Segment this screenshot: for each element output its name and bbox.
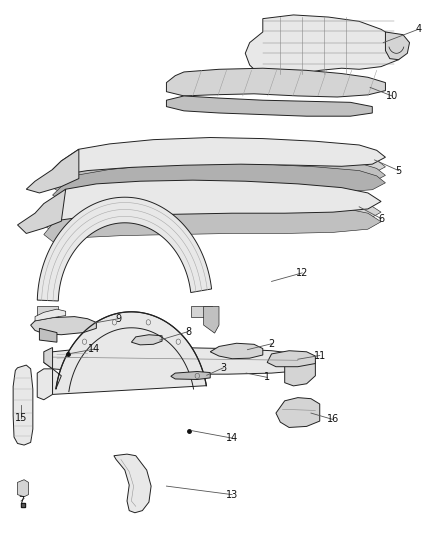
Text: 8: 8 [185, 327, 191, 336]
Text: 7: 7 [18, 496, 24, 506]
Text: 10: 10 [386, 91, 398, 101]
Polygon shape [267, 351, 315, 367]
Polygon shape [31, 317, 96, 335]
Polygon shape [44, 348, 53, 369]
Text: 6: 6 [378, 214, 384, 223]
Text: 5: 5 [396, 166, 402, 175]
Polygon shape [37, 306, 58, 317]
Polygon shape [53, 156, 385, 193]
Text: 3: 3 [220, 363, 226, 373]
Polygon shape [18, 480, 28, 497]
Polygon shape [44, 200, 381, 241]
Text: 11: 11 [314, 351, 326, 360]
Text: 9: 9 [115, 314, 121, 324]
Polygon shape [39, 328, 57, 342]
Text: 14: 14 [226, 433, 238, 443]
Polygon shape [44, 348, 307, 374]
Polygon shape [285, 352, 315, 386]
Polygon shape [35, 309, 66, 321]
Polygon shape [44, 191, 381, 232]
Polygon shape [276, 398, 320, 427]
Polygon shape [37, 369, 53, 400]
Polygon shape [13, 365, 33, 445]
Polygon shape [385, 32, 410, 60]
Polygon shape [37, 197, 212, 301]
Text: 4: 4 [415, 25, 421, 34]
Polygon shape [44, 180, 381, 221]
Polygon shape [131, 335, 162, 345]
Polygon shape [26, 149, 79, 193]
Polygon shape [166, 68, 385, 97]
Polygon shape [18, 189, 66, 233]
Text: 13: 13 [226, 490, 238, 499]
Polygon shape [191, 306, 212, 317]
Polygon shape [210, 343, 263, 359]
Text: 16: 16 [327, 415, 339, 424]
Polygon shape [166, 96, 372, 116]
Text: 15: 15 [15, 414, 27, 423]
Polygon shape [171, 372, 210, 379]
Polygon shape [53, 163, 385, 200]
Polygon shape [53, 312, 206, 394]
Polygon shape [114, 454, 151, 513]
Text: 2: 2 [268, 339, 275, 349]
Text: 1: 1 [264, 373, 270, 382]
Polygon shape [53, 147, 385, 184]
Polygon shape [245, 15, 403, 77]
Text: 12: 12 [296, 268, 308, 278]
Polygon shape [204, 306, 219, 333]
Text: 14: 14 [88, 344, 100, 354]
Polygon shape [53, 138, 385, 175]
